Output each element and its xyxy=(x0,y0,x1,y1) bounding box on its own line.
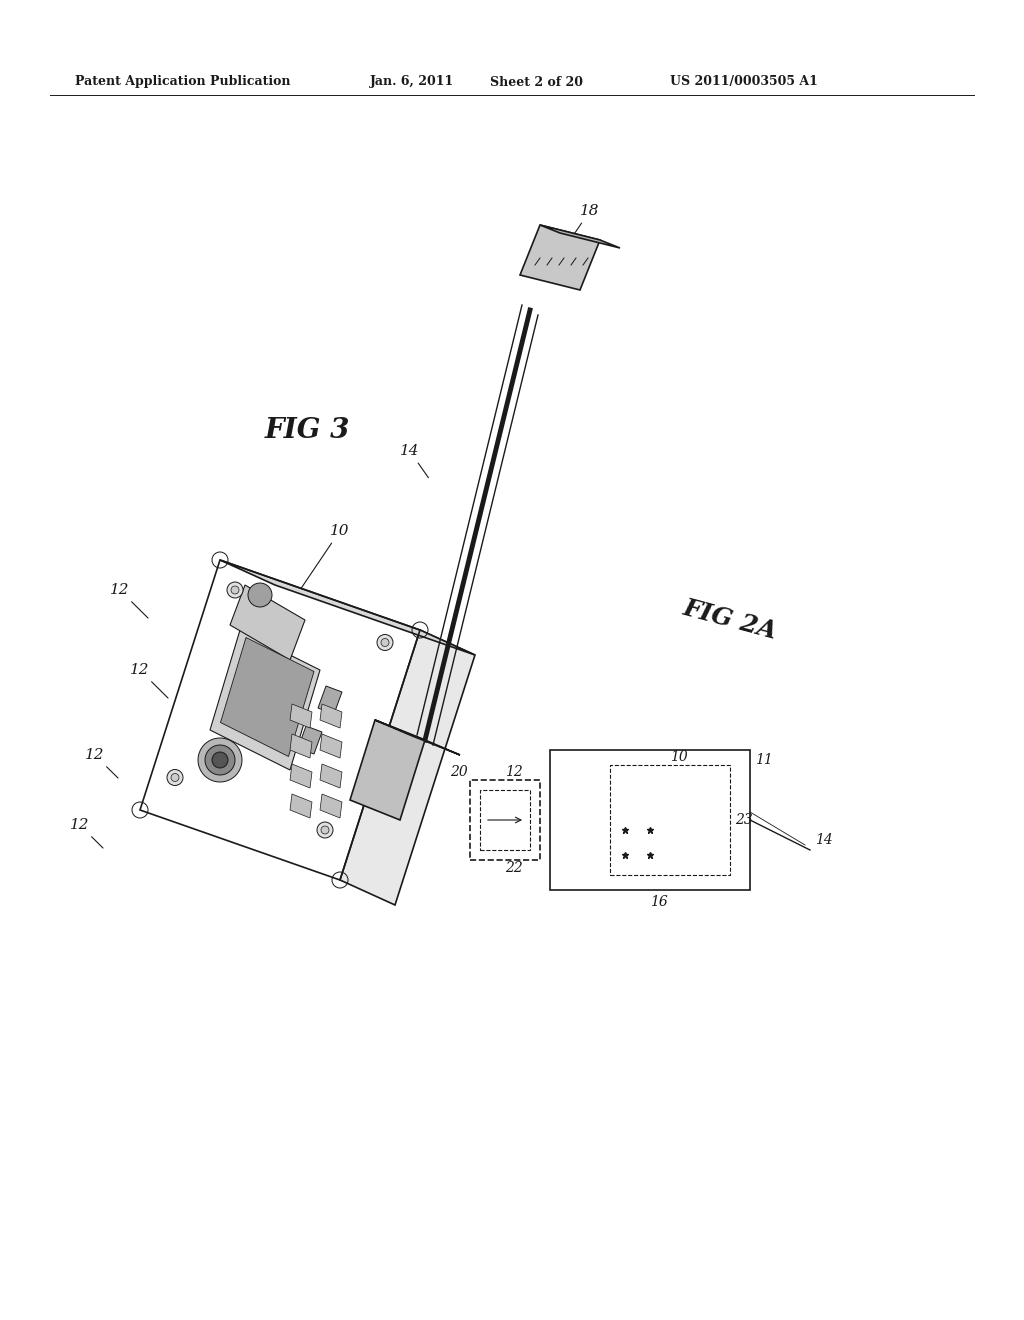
Circle shape xyxy=(205,744,234,775)
Polygon shape xyxy=(319,734,342,758)
Text: 22: 22 xyxy=(505,861,522,875)
Circle shape xyxy=(231,586,239,594)
Circle shape xyxy=(171,774,179,781)
Polygon shape xyxy=(220,560,475,655)
Circle shape xyxy=(317,822,333,838)
Circle shape xyxy=(198,738,242,781)
Text: 23: 23 xyxy=(735,813,753,828)
Text: 10: 10 xyxy=(301,524,349,587)
Circle shape xyxy=(321,826,329,834)
Text: 14: 14 xyxy=(815,833,833,847)
Polygon shape xyxy=(290,704,312,729)
Text: Jan. 6, 2011: Jan. 6, 2011 xyxy=(370,75,455,88)
Polygon shape xyxy=(350,719,425,820)
Text: 11: 11 xyxy=(755,752,773,767)
Polygon shape xyxy=(340,630,475,906)
Text: US 2011/0003505 A1: US 2011/0003505 A1 xyxy=(670,75,818,88)
Circle shape xyxy=(381,639,389,647)
Polygon shape xyxy=(520,224,600,290)
Circle shape xyxy=(227,582,243,598)
Polygon shape xyxy=(318,686,342,714)
Text: 12: 12 xyxy=(85,748,118,777)
Text: FIG 2A: FIG 2A xyxy=(680,595,779,644)
Polygon shape xyxy=(375,719,460,755)
Circle shape xyxy=(167,770,183,785)
Polygon shape xyxy=(210,630,319,770)
Polygon shape xyxy=(540,224,620,248)
Text: 20: 20 xyxy=(450,766,468,779)
Text: 12: 12 xyxy=(505,766,522,779)
Text: 10: 10 xyxy=(670,750,688,764)
Circle shape xyxy=(212,752,228,768)
Polygon shape xyxy=(230,585,305,660)
Polygon shape xyxy=(319,764,342,788)
Polygon shape xyxy=(319,704,342,729)
Text: 14: 14 xyxy=(400,444,428,478)
Polygon shape xyxy=(319,795,342,818)
Text: Sheet 2 of 20: Sheet 2 of 20 xyxy=(490,75,583,88)
Text: Patent Application Publication: Patent Application Publication xyxy=(75,75,291,88)
Text: 16: 16 xyxy=(650,895,668,909)
Text: FIG 3: FIG 3 xyxy=(265,417,350,444)
Text: 12: 12 xyxy=(130,663,168,698)
Text: 12: 12 xyxy=(70,818,103,847)
Text: 12: 12 xyxy=(110,583,148,618)
Polygon shape xyxy=(220,638,314,756)
Circle shape xyxy=(377,635,393,651)
Polygon shape xyxy=(290,795,312,818)
Polygon shape xyxy=(298,726,322,754)
Polygon shape xyxy=(290,764,312,788)
Polygon shape xyxy=(290,734,312,758)
Text: 18: 18 xyxy=(561,205,599,252)
Circle shape xyxy=(248,583,272,607)
